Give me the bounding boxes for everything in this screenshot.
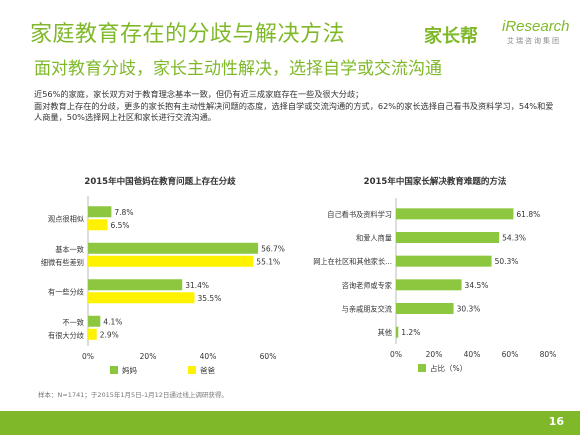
bar-value-label: 7.8% bbox=[114, 208, 133, 217]
bar-value-label: 54.3% bbox=[502, 234, 526, 243]
chart-solution-methods-svg: 2015年中国家长解决教育难题的方法 61.8% 自己看书及资料学习 54.3% 和爱人… bbox=[313, 176, 557, 373]
category-label: 其他 bbox=[378, 328, 392, 337]
category-label: 和爱人商量 bbox=[356, 234, 392, 243]
category-label: 细微有些差别 bbox=[41, 258, 84, 267]
bar-value-label: 61.8% bbox=[516, 210, 540, 219]
brand-name: iResearch bbox=[502, 18, 570, 35]
bar-value-label: 6.5% bbox=[111, 221, 130, 230]
legend-label: 爸爸 bbox=[200, 365, 215, 375]
legend-label: 妈妈 bbox=[122, 365, 137, 375]
bar-share bbox=[396, 255, 492, 267]
bar-share bbox=[396, 232, 500, 243]
bar-value-label: 2.9% bbox=[100, 330, 119, 339]
x-tick-label: 20% bbox=[426, 350, 443, 359]
category-label: 基本一致 bbox=[55, 245, 84, 254]
summary-line-1: 近56%的家庭，家长双方对于教育理念基本一致，但仍有近三成家庭存在一些及很大分歧… bbox=[34, 89, 364, 99]
bar-mama bbox=[88, 242, 259, 254]
x-tick-label: 80% bbox=[540, 350, 557, 359]
bar-mama bbox=[88, 315, 101, 327]
x-tick-label: 0% bbox=[390, 350, 402, 359]
bar-share bbox=[396, 279, 462, 291]
chart-parents-disagreement-svg: 2015年中国爸妈在教育问题上存在分歧 7.8% 6.5% 观点很相似 56.7% 55.… bbox=[41, 176, 285, 375]
bar-value-label: 30.3% bbox=[457, 305, 481, 314]
category-label: 观点很相似 bbox=[48, 214, 84, 223]
category-label: 与亲戚朋友交流 bbox=[342, 305, 392, 314]
category-label: 有一些分歧 bbox=[48, 287, 84, 296]
x-tick-label: 20% bbox=[140, 352, 157, 361]
bar-baba bbox=[88, 328, 97, 340]
bar-mama bbox=[88, 279, 183, 291]
legend-swatch-baba bbox=[188, 366, 196, 374]
bar-value-label: 31.4% bbox=[185, 281, 209, 290]
category-label: 有很大分歧 bbox=[48, 331, 84, 340]
x-tick-label: 60% bbox=[502, 350, 519, 359]
category-label: 不一致 bbox=[62, 318, 84, 327]
bar-value-label: 50.3% bbox=[495, 257, 519, 266]
bar-share bbox=[396, 303, 454, 314]
category-label: 网上在社区和其他家长... bbox=[313, 257, 392, 266]
bar-baba bbox=[88, 292, 195, 304]
page-number: 16 bbox=[548, 415, 564, 428]
bar-value-label: 1.2% bbox=[401, 328, 420, 337]
bar-value-label: 34.5% bbox=[465, 281, 489, 290]
source-note: 样本：N=1741；于2015年1月5日-1月12日通过线上调研获得。 bbox=[38, 391, 228, 399]
category-label: 咨询老师或专家 bbox=[342, 281, 392, 290]
legend-label: 占比（%） bbox=[430, 363, 467, 373]
bar-value-label: 35.5% bbox=[198, 294, 222, 303]
bar-value-label: 4.1% bbox=[103, 317, 122, 326]
brand-subtitle: 艾瑞咨询集团 bbox=[507, 37, 561, 45]
bar-mama bbox=[88, 206, 112, 218]
summary-line-2: 面对教育上存在的分歧，更多的家长抱有主动性解决问题的态度，选择自学或交流沟通的方… bbox=[34, 100, 554, 123]
legend-swatch-mama bbox=[110, 366, 118, 374]
x-tick-label: 40% bbox=[464, 350, 481, 359]
jiazhangbang-logo: 家长帮 bbox=[424, 26, 478, 47]
x-tick-label: 40% bbox=[200, 352, 217, 361]
bar-value-label: 55.1% bbox=[256, 257, 280, 266]
bar-share bbox=[396, 208, 514, 220]
chart-title: 2015年中国爸妈在教育问题上存在分歧 bbox=[84, 176, 236, 187]
x-tick-label: 0% bbox=[82, 352, 94, 361]
bar-baba bbox=[88, 219, 108, 231]
page-title: 家庭教育存在的分歧与解决方法 bbox=[30, 22, 346, 47]
footer-bar: 16 bbox=[0, 411, 580, 435]
summary-text: 近56%的家庭，家长双方对于教育理念基本一致，但仍有近三成家庭存在一些及很大分歧… bbox=[34, 89, 554, 124]
page-subtitle: 面对教育分歧，家长主动性解决，选择自学或交流沟通 bbox=[34, 59, 442, 79]
category-label: 自己看书及资料学习 bbox=[327, 210, 392, 219]
chart-title: 2015年中国家长解决教育难题的方法 bbox=[364, 176, 507, 187]
iresearch-logo: iResearch 艾瑞咨询集团 bbox=[502, 18, 570, 46]
chart-solution-methods: 2015年中国家长解决教育难题的方法 61.8% 自己看书及资料学习 54.3% 和爱人… bbox=[300, 168, 570, 388]
chart-parents-disagreement: 2015年中国爸妈在教育问题上存在分歧 7.8% 6.5% 观点很相似 56.7% 55.… bbox=[20, 168, 300, 388]
legend-swatch-share bbox=[418, 364, 426, 372]
bar-share bbox=[396, 326, 399, 338]
x-tick-label: 60% bbox=[260, 352, 277, 361]
bar-baba bbox=[88, 255, 254, 267]
bar-value-label: 56.7% bbox=[261, 244, 285, 253]
